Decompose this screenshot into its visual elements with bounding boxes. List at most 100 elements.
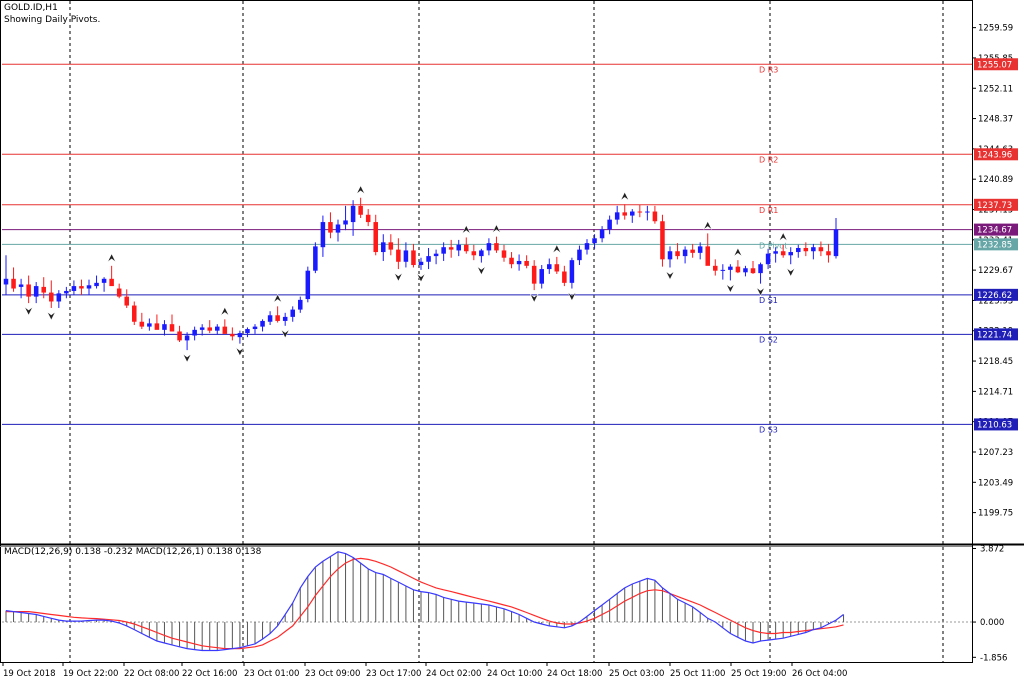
candle-body bbox=[614, 212, 620, 220]
fractal-down-marker bbox=[416, 273, 426, 283]
candle-body bbox=[448, 247, 454, 250]
candle-body bbox=[569, 260, 575, 283]
pivot-price-label-pivot: 1232.85 bbox=[977, 240, 1012, 250]
candle-body bbox=[531, 265, 537, 284]
candle-body bbox=[373, 222, 378, 253]
candle-body bbox=[803, 247, 809, 252]
pivot-price-box-pivot bbox=[974, 238, 1018, 251]
time-tick-label: 24 Oct 18:00 bbox=[547, 669, 602, 679]
candle-body bbox=[207, 327, 212, 331]
candle-body bbox=[667, 251, 673, 260]
candle-body bbox=[358, 205, 363, 215]
candle-body bbox=[282, 316, 288, 321]
pivot-price-box-r2 bbox=[974, 148, 1018, 161]
fractal-up-marker bbox=[220, 306, 230, 316]
candle-body bbox=[690, 249, 695, 253]
candle-body bbox=[494, 243, 499, 251]
candle-body bbox=[562, 271, 567, 283]
candle-body bbox=[33, 286, 39, 297]
candle-body bbox=[554, 264, 560, 272]
time-tick-label: 19 Oct 22:00 bbox=[63, 669, 118, 679]
fractal-up-marker bbox=[703, 220, 712, 230]
fractal-down-marker bbox=[786, 268, 795, 277]
candle-body bbox=[71, 286, 77, 291]
candle-body bbox=[41, 286, 46, 293]
candle-body bbox=[169, 324, 175, 332]
candle-body bbox=[796, 247, 801, 253]
pivot-label-s2: D S2 bbox=[759, 335, 778, 344]
candle-body bbox=[192, 329, 197, 336]
fractal-up-marker bbox=[552, 244, 562, 254]
candle-body bbox=[245, 329, 250, 334]
candle-body bbox=[705, 246, 710, 266]
candle-body bbox=[252, 326, 258, 330]
candle-body bbox=[765, 253, 771, 265]
candle-body bbox=[3, 278, 9, 285]
chart-title: GOLD.ID,H1 bbox=[4, 3, 58, 13]
macd-tick-label: 3.872 bbox=[980, 544, 1004, 554]
price-tick-label: 1225.93 bbox=[978, 296, 1013, 306]
candle-body bbox=[26, 284, 31, 297]
candle-body bbox=[539, 269, 544, 284]
candle-body bbox=[592, 238, 597, 244]
fractal-down-marker bbox=[665, 271, 675, 281]
candle-body bbox=[697, 246, 703, 253]
candle-body bbox=[577, 249, 582, 261]
candle-body bbox=[758, 264, 763, 274]
pivot-label-r1: D R1 bbox=[759, 206, 778, 215]
fractal-up-marker bbox=[620, 191, 629, 201]
candle-body bbox=[750, 268, 756, 274]
pivot-price-box-s2 bbox=[974, 328, 1018, 341]
time-tick-label: 25 Oct 19:00 bbox=[731, 669, 786, 679]
candle-body bbox=[147, 323, 152, 327]
candle-body bbox=[101, 278, 107, 283]
time-tick-label: 23 Oct 01:00 bbox=[244, 669, 299, 679]
candle-body bbox=[773, 251, 778, 254]
fractal-up-marker bbox=[273, 293, 282, 303]
candle-body bbox=[833, 229, 839, 257]
pivot-price-box-s1 bbox=[974, 288, 1018, 301]
candle-body bbox=[426, 256, 431, 262]
candle-body bbox=[728, 266, 733, 270]
candle-body bbox=[441, 247, 446, 254]
current-price-box bbox=[974, 223, 1018, 236]
candle-body bbox=[94, 282, 99, 287]
candle-body bbox=[11, 278, 16, 289]
time-tick-label: 22 Oct 08:00 bbox=[124, 669, 179, 679]
candle-body bbox=[132, 305, 137, 322]
candle-body bbox=[230, 333, 235, 337]
candle-body bbox=[222, 326, 228, 334]
candle-body bbox=[743, 268, 748, 273]
candle-body bbox=[260, 320, 265, 327]
pivot-label-pivot: D Pivot bbox=[759, 241, 787, 250]
candle-body bbox=[456, 244, 461, 251]
candle-body bbox=[275, 315, 280, 321]
current-price-label: 1234.67 bbox=[977, 226, 1012, 236]
candle-body bbox=[826, 251, 831, 256]
price-tick-label: 1252.11 bbox=[978, 84, 1013, 94]
candle-body bbox=[607, 219, 612, 230]
fractal-up-marker bbox=[356, 185, 365, 194]
pivot-label-r2: D R2 bbox=[759, 155, 778, 164]
candle-body bbox=[215, 326, 220, 331]
candle-body bbox=[637, 211, 643, 213]
candle-body bbox=[713, 265, 718, 271]
chart-subtitle: Showing Daily Pivots. bbox=[4, 15, 101, 25]
candle-body bbox=[735, 266, 741, 273]
candle-body bbox=[79, 286, 84, 289]
candle-body bbox=[675, 251, 680, 257]
pivot-price-label-r1: 1237.73 bbox=[977, 201, 1012, 211]
time-tick-label: 24 Oct 02:00 bbox=[426, 669, 481, 679]
candle-body bbox=[305, 270, 311, 300]
candle-body bbox=[388, 242, 394, 250]
price-tick-label: 1214.71 bbox=[978, 387, 1013, 397]
candle-body bbox=[509, 257, 514, 265]
fractal-down-marker bbox=[394, 272, 403, 282]
candle-body bbox=[343, 220, 348, 225]
candle-body bbox=[328, 222, 333, 233]
macd-tick-label: 0.000 bbox=[980, 618, 1004, 628]
candle-body bbox=[154, 323, 160, 330]
fractal-up-marker bbox=[462, 224, 471, 234]
candle-body bbox=[486, 243, 492, 251]
